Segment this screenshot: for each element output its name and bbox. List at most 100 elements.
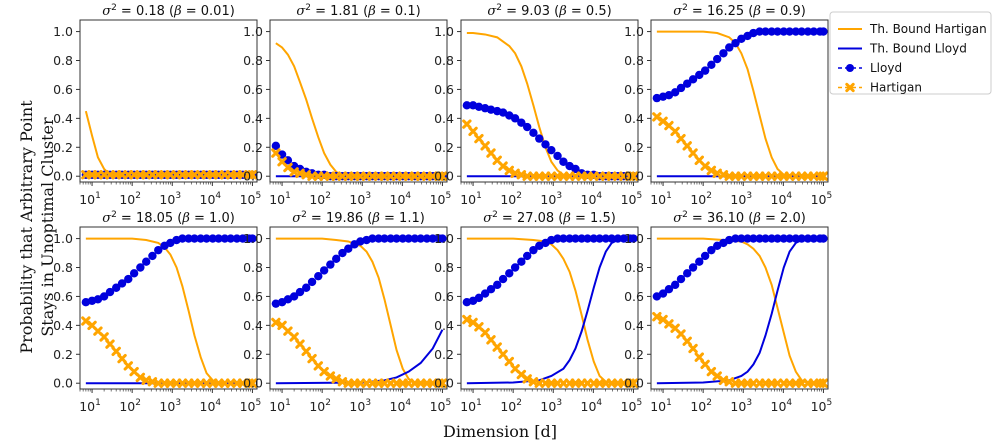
lloyd-point <box>142 257 151 266</box>
y-tick-label: 0.2 <box>624 347 644 362</box>
panel-title: σ2 = 16.25 (β = 0.9) <box>673 3 806 19</box>
panel-frame <box>650 226 829 390</box>
lloyd-point <box>707 60 716 70</box>
hartigan-line <box>656 315 824 385</box>
y-tick-label: 0.8 <box>243 53 263 68</box>
panel-4: σ2 = 16.25 (β = 0.9) 0.0 0.2 0.4 0.6 0.8 1.0 10… <box>624 3 832 207</box>
x-tick-label: 102 <box>119 191 141 207</box>
y-tick-label: 0.4 <box>243 318 263 333</box>
y-tick-label: 0.0 <box>434 169 454 184</box>
lloyd-point <box>725 43 734 52</box>
plot-area <box>81 234 257 388</box>
lloyd-point <box>707 245 716 255</box>
lloyd-point <box>559 234 568 243</box>
bound-hartigan-line <box>85 237 253 385</box>
y-tick-label: 0.0 <box>243 169 263 184</box>
lloyd-point <box>202 234 211 243</box>
y-tick-label: 0.2 <box>434 140 454 155</box>
hartigan-point <box>99 332 109 342</box>
lloyd-point <box>613 234 623 243</box>
x-tick-label: 101 <box>460 398 482 414</box>
lloyd-point <box>493 280 502 290</box>
panel-title: σ2 = 9.03 (β = 0.5) <box>487 3 611 19</box>
lloyd-point <box>404 234 413 243</box>
y-tick-label: 0.0 <box>53 169 73 184</box>
lloyd-point <box>319 266 329 275</box>
hartigan-point <box>688 148 698 158</box>
hartigan-point <box>694 352 704 362</box>
bound-lloyd-line <box>466 237 634 385</box>
lloyd-point <box>773 27 782 36</box>
lloyd-point <box>803 234 813 243</box>
lloyd-point <box>809 27 818 36</box>
lloyd-point <box>505 269 514 278</box>
x-tick-label: 102 <box>690 191 712 207</box>
panel-6: σ2 = 19.86 (β = 1.1) 0.0 0.2 0.4 0.6 0.8 1.0 10… <box>243 210 451 414</box>
panel-title: σ2 = 1.81 (β = 0.1) <box>296 3 420 19</box>
panel-frame <box>269 19 448 183</box>
y-tick-label: 0.6 <box>243 289 263 304</box>
hartigan-point <box>628 171 638 181</box>
legend-marker <box>845 82 855 93</box>
x-tick-label: 102 <box>500 398 522 414</box>
x-tick-label: 102 <box>309 398 331 414</box>
lloyd-point <box>129 269 139 278</box>
y-tick-label: 0.4 <box>53 111 73 126</box>
lloyd-point <box>226 234 235 243</box>
lloyd-point <box>676 274 686 284</box>
hartigan-line <box>466 318 634 385</box>
lloyd-point <box>344 244 353 253</box>
lloyd-point <box>773 234 782 243</box>
y-tick-label: 1.0 <box>53 24 73 39</box>
hartigan-point <box>247 378 257 388</box>
legend-label: Th. Bound Hartigan <box>869 22 987 36</box>
y-tick-label: 0.0 <box>243 376 263 391</box>
panel-frame <box>269 226 448 390</box>
y-tick-label: 0.4 <box>624 318 644 333</box>
lloyd-point <box>154 245 163 255</box>
bound-lloyd-line <box>275 329 444 385</box>
lloyd-point <box>380 234 389 243</box>
hartigan-line <box>275 321 443 385</box>
x-tick-label: 101 <box>269 398 291 414</box>
y-tick-label: 0.2 <box>53 347 73 362</box>
lloyd-point <box>670 280 680 290</box>
lloyd-point <box>761 27 770 36</box>
y-tick-label: 0.2 <box>434 347 454 362</box>
hartigan-point <box>498 349 508 359</box>
lloyd-point <box>112 283 121 292</box>
lloyd-point <box>208 234 217 243</box>
lloyd-point <box>629 234 638 243</box>
hartigan-point <box>706 165 717 176</box>
y-tick-label: 0.8 <box>434 260 454 275</box>
x-tick-label: 103 <box>540 191 562 207</box>
x-tick-label: 101 <box>79 398 101 414</box>
lloyd-point <box>743 234 752 243</box>
lloyd-point <box>148 251 157 261</box>
lloyd-point <box>517 257 526 266</box>
y-tick-label: 1.0 <box>53 231 73 246</box>
hartigan-point <box>437 378 447 388</box>
y-tick-label: 0.2 <box>243 140 263 155</box>
panel-frame <box>460 19 639 183</box>
lloyd-point <box>553 234 562 243</box>
lloyd-point <box>713 54 722 64</box>
legend-label: Hartigan <box>870 81 922 95</box>
panel-title: σ2 = 27.08 (β = 1.5) <box>483 210 616 226</box>
x-tick-label: 102 <box>690 398 712 414</box>
x-tick-label: 103 <box>540 398 562 414</box>
panel-title: σ2 = 0.18 (β = 0.01) <box>102 3 235 19</box>
lloyd-point <box>601 234 611 243</box>
hartigan-point <box>437 171 447 181</box>
y-tick-label: 0.6 <box>624 289 644 304</box>
hartigan-point <box>462 314 472 325</box>
lloyd-point <box>809 234 818 243</box>
x-tick-label: 102 <box>500 191 522 207</box>
lloyd-point <box>819 27 828 36</box>
x-tick-label: 105 <box>811 191 833 207</box>
lloyd-point <box>779 27 788 36</box>
lloyd-point <box>392 234 401 243</box>
lloyd-point <box>683 269 692 278</box>
lloyd-point <box>700 251 710 261</box>
y-tick-label: 1.0 <box>624 231 644 246</box>
